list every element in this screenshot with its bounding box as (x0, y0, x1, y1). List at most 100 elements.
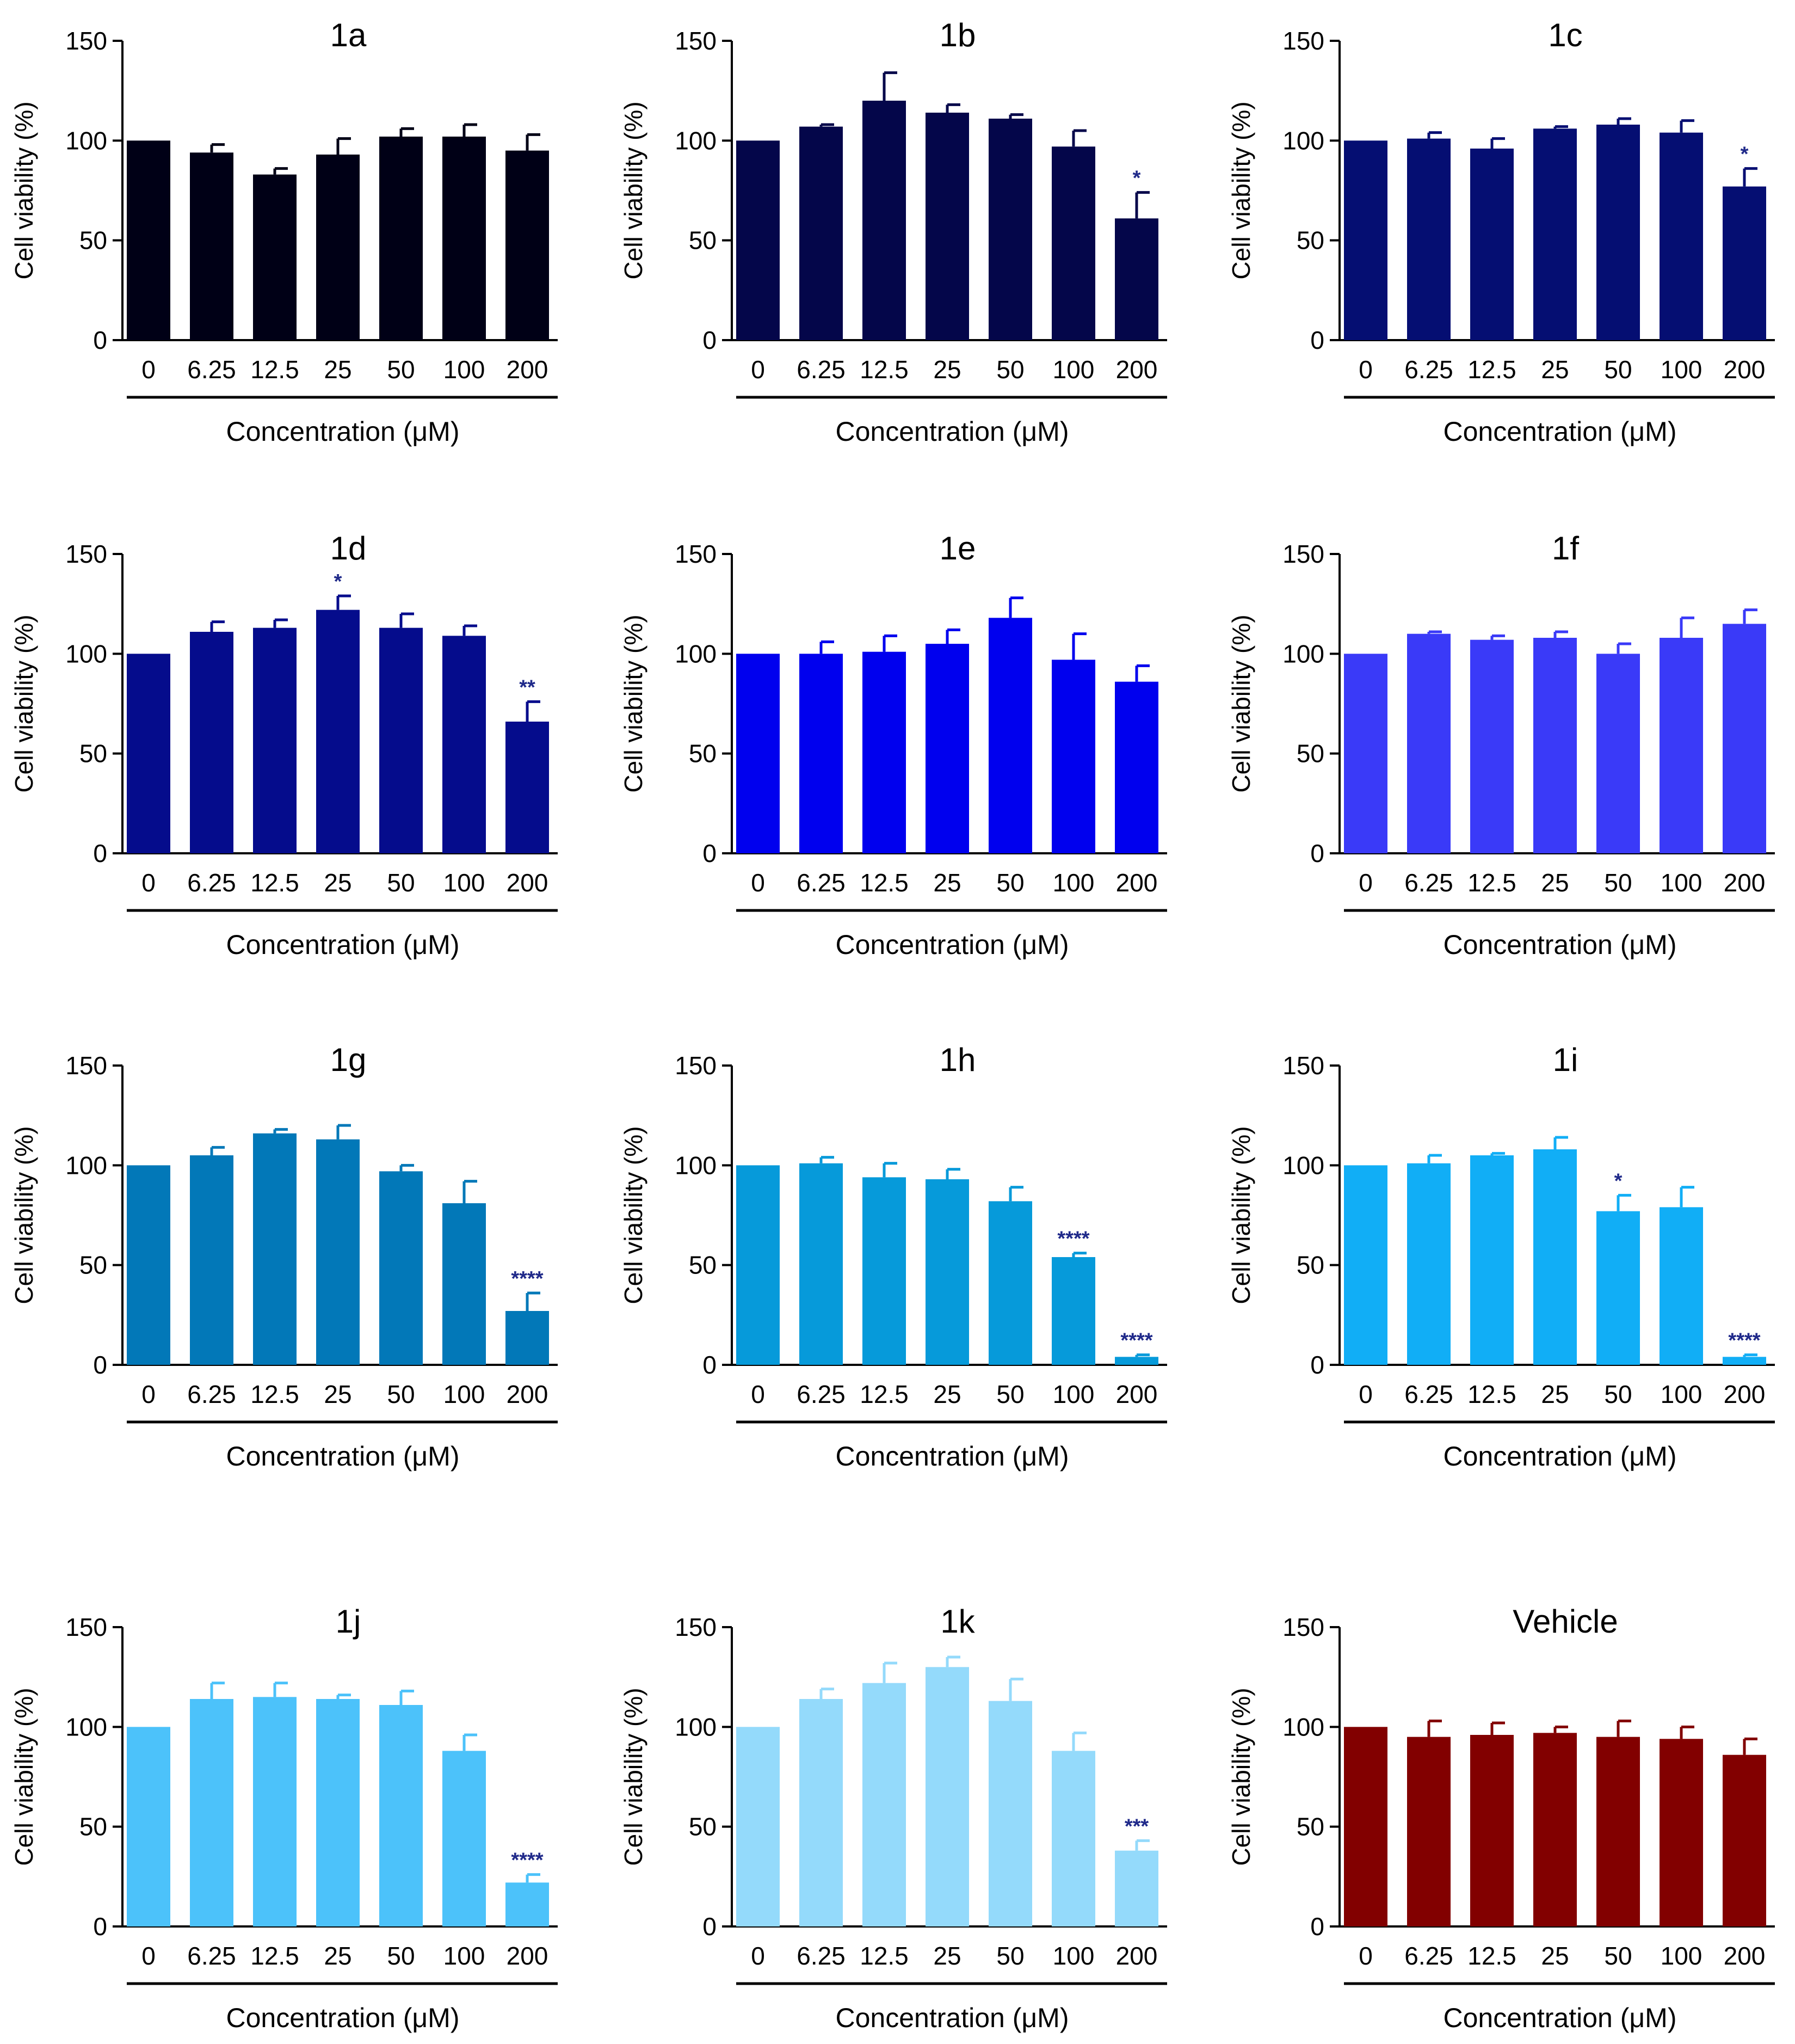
bar (926, 113, 969, 340)
x-tick-label: 200 (507, 869, 548, 897)
x-tick-label: 0 (141, 869, 156, 897)
y-tick-label: 150 (65, 27, 107, 55)
x-tick-label: 0 (1359, 1942, 1373, 1970)
bar (1660, 1207, 1703, 1365)
y-tick-label: 150 (65, 1051, 107, 1080)
x-tick-label: 0 (751, 1380, 765, 1408)
y-tick-label: 50 (689, 740, 717, 768)
x-tick-label: 100 (1053, 355, 1095, 384)
bar (1660, 1739, 1703, 1926)
y-axis-label: Cell viability (%) (1227, 614, 1255, 792)
chart-panel-8: 1i 0 50 100 150 Cell viability (%) 0 6.25 12.5 25… (1227, 1042, 1775, 1472)
x-axis-label: Concentration (μM) (836, 929, 1069, 960)
bar (1344, 1727, 1387, 1926)
x-tick-label: 6.25 (187, 869, 236, 897)
bar (253, 627, 297, 853)
x-tick-label: 25 (324, 1942, 351, 1970)
chart-panel-4: 1e 0 50 100 150 Cell viability (%) 0 6.25 12.5 25… (619, 530, 1167, 960)
y-tick-label: 100 (675, 126, 717, 155)
y-axis-label: Cell viability (%) (1227, 101, 1255, 279)
x-axis-label: Concentration (μM) (1444, 1441, 1677, 1472)
y-axis-label: Cell viability (%) (10, 614, 38, 792)
x-tick-label: 50 (996, 869, 1024, 897)
x-tick-label: 25 (933, 355, 961, 384)
bar (1052, 1751, 1095, 1926)
bar (379, 1171, 423, 1365)
x-axis-label: Concentration (μM) (226, 416, 460, 447)
chart-panel-6: 1g 0 50 100 150 Cell viability (%) 0 6.25 12.5 25… (10, 1042, 558, 1472)
x-axis-label: Concentration (μM) (226, 2003, 460, 2033)
y-tick-label: 150 (1282, 1051, 1324, 1080)
x-tick-label: 200 (1724, 355, 1766, 384)
y-tick-label: 50 (1297, 740, 1324, 768)
x-tick-label: 100 (1053, 869, 1095, 897)
bar (862, 651, 906, 853)
x-tick-label: 12.5 (860, 1942, 909, 1970)
y-tick-label: 100 (675, 639, 717, 668)
x-tick-label: 12.5 (250, 355, 299, 384)
y-tick-label: 0 (93, 1912, 107, 1941)
bar (989, 618, 1032, 853)
x-tick-label: 6.25 (187, 355, 236, 384)
chart-panel-5: 1f 0 50 100 150 Cell viability (%) 0 6.25 12.5 25… (1227, 530, 1775, 960)
y-tick-label: 100 (1282, 126, 1324, 155)
x-tick-label: 0 (141, 1942, 156, 1970)
significance-mark: * (1133, 167, 1141, 190)
bar (442, 636, 486, 853)
x-tick-label: 0 (751, 869, 765, 897)
x-tick-label: 6.25 (1404, 1942, 1453, 1970)
bar (736, 1165, 780, 1365)
x-axis-label: Concentration (μM) (1444, 929, 1677, 960)
bar (1407, 633, 1451, 853)
bar (379, 1705, 423, 1926)
y-tick-label: 100 (1282, 1713, 1324, 1741)
bar (1470, 149, 1514, 340)
x-tick-label: 12.5 (860, 355, 909, 384)
x-tick-label: 12.5 (1467, 355, 1516, 384)
y-tick-label: 150 (1282, 1613, 1324, 1641)
bar (736, 1727, 780, 1926)
bar (799, 1163, 843, 1365)
bar (1052, 1257, 1095, 1365)
x-tick-label: 25 (1541, 1942, 1569, 1970)
bar (127, 654, 170, 853)
chart-title: 1d (330, 530, 367, 567)
x-tick-label: 6.25 (187, 1380, 236, 1408)
bar (862, 1177, 906, 1365)
y-tick-label: 0 (93, 839, 107, 867)
bar (736, 654, 780, 853)
y-tick-label: 0 (93, 1351, 107, 1379)
x-tick-label: 50 (1604, 355, 1632, 384)
x-tick-label: 6.25 (797, 869, 846, 897)
y-tick-label: 100 (1282, 1151, 1324, 1179)
y-tick-label: 50 (79, 740, 107, 768)
x-tick-label: 100 (443, 869, 485, 897)
y-axis-label: Cell viability (%) (619, 1688, 647, 1866)
bar (926, 1179, 969, 1365)
x-tick-label: 100 (1661, 869, 1703, 897)
x-tick-label: 0 (1359, 869, 1373, 897)
bar (1407, 1737, 1451, 1926)
y-tick-label: 150 (65, 540, 107, 568)
x-tick-label: 25 (933, 869, 961, 897)
bar (505, 1311, 549, 1365)
bar (1533, 1149, 1577, 1365)
bar (1407, 138, 1451, 340)
bar (989, 119, 1032, 340)
bar (316, 1699, 360, 1926)
significance-mark: * (1741, 143, 1749, 166)
y-tick-label: 150 (675, 27, 717, 55)
y-tick-label: 0 (702, 1912, 717, 1941)
bar (379, 137, 423, 340)
significance-mark: **** (511, 1267, 543, 1290)
y-axis-label: Cell viability (%) (619, 101, 647, 279)
bar (316, 1139, 360, 1365)
bar (862, 1683, 906, 1926)
bar (190, 632, 233, 853)
x-tick-label: 200 (1116, 1380, 1158, 1408)
x-tick-label: 200 (1116, 1942, 1158, 1970)
y-axis-label: Cell viability (%) (1227, 1126, 1255, 1304)
bar (127, 1165, 170, 1365)
x-tick-label: 6.25 (797, 1380, 846, 1408)
bar (505, 722, 549, 853)
